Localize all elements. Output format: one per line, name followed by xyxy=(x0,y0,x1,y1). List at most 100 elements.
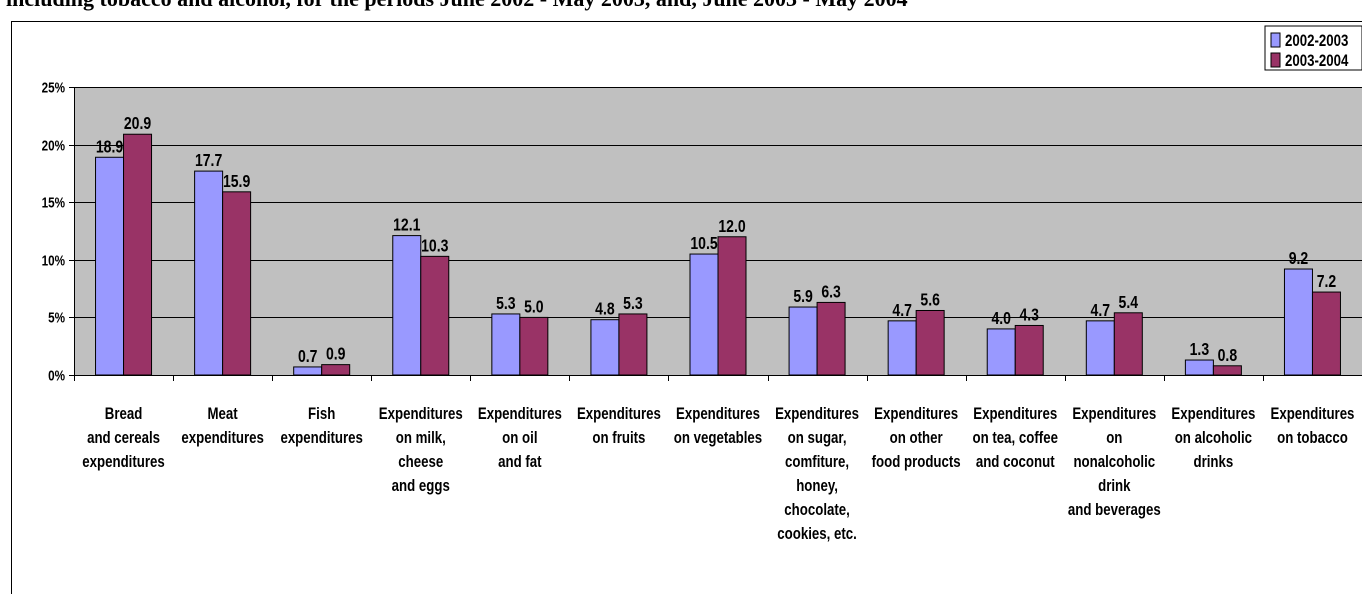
x-tick-label-line: on tea, coffee xyxy=(973,429,1058,448)
bar-series2 xyxy=(1212,365,1242,376)
data-label: 18.9 xyxy=(96,137,123,157)
bar-series1 xyxy=(491,313,521,376)
x-tick-label: Expenditures on sugar, comfiture, honey, cho… xyxy=(775,405,859,544)
x-tick-label-line: Bread xyxy=(105,405,143,424)
data-label: 10.3 xyxy=(421,236,448,256)
data-label: 4.8 xyxy=(595,299,615,319)
data-label: 4.3 xyxy=(1019,305,1039,325)
data-label: 10.5 xyxy=(690,233,717,253)
bar-series1 xyxy=(590,319,620,376)
data-label: 5.3 xyxy=(623,293,643,313)
bar-series1 xyxy=(194,170,224,376)
x-tick-label: Expenditures on nonalcoholic drink and bever… xyxy=(1068,405,1161,520)
x-tick-label-line: expenditures xyxy=(280,429,362,448)
x-tick-label-line: and beverages xyxy=(1068,501,1161,520)
x-tick-label-line: chocolate, xyxy=(784,501,850,520)
bar-series1 xyxy=(293,366,323,376)
x-tick-label-line: Expenditures xyxy=(775,405,859,424)
x-tick-label-line: on milk, xyxy=(396,429,446,448)
legend-swatch xyxy=(1270,52,1281,68)
x-tick-label-line: and coconut xyxy=(976,453,1055,472)
x-tick-label-line: expenditures xyxy=(82,453,164,472)
bar-series2 xyxy=(222,191,252,376)
x-tick-label-line: and cereals xyxy=(87,429,160,448)
x-tick-label-line: drinks xyxy=(1194,453,1234,472)
x-tick-label-line: honey, xyxy=(796,477,838,496)
data-label: 5.3 xyxy=(496,293,516,313)
x-tick-label: Meat expenditures xyxy=(181,405,263,448)
x-tick-label-line: Expenditures xyxy=(478,405,562,424)
x-tick-label-line: nonalcoholic xyxy=(1073,453,1155,472)
x-tick-label-line: cookies, etc. xyxy=(777,525,857,544)
x-tick-label-line: Expenditures xyxy=(1072,405,1156,424)
x-tick-label: Expenditures on milk, cheese and eggs xyxy=(379,405,463,496)
y-tick-label: 15% xyxy=(42,194,65,211)
x-tick-label: Expenditures on alcoholic drinks xyxy=(1171,405,1255,472)
bar-series1 xyxy=(392,235,422,376)
x-tick-label-line: on fruits xyxy=(592,429,645,448)
data-label: 20.9 xyxy=(124,114,151,134)
x-tick-label-line: on oil xyxy=(502,429,537,448)
bar-series2 xyxy=(1014,324,1044,376)
data-label: 5.0 xyxy=(524,297,544,317)
x-tick-label: Fish expenditures xyxy=(280,405,362,448)
bar-series2 xyxy=(1113,312,1143,376)
x-tick-label: Expenditures on tobacco xyxy=(1270,405,1354,448)
bar-series2 xyxy=(321,364,351,376)
y-tick-label: 10% xyxy=(42,252,65,269)
x-tick-label-line: Expenditures xyxy=(1270,405,1354,424)
value-labels: 18.9 17.7 0.7 12.1 5.3 4.8 10.5 5.9 4.7 4.0 4.7 1.3… xyxy=(96,114,1336,367)
x-tick-label: Bread and cereals expenditures xyxy=(82,405,164,472)
data-label: 12.0 xyxy=(718,216,745,236)
data-label: 4.0 xyxy=(991,308,1011,328)
x-tick-label-line: Expenditures xyxy=(577,405,661,424)
y-tick-label: 0% xyxy=(48,367,65,384)
x-tick-label-line: on other xyxy=(890,429,943,448)
x-tick-label: Expenditures on tea, coffee and coconut xyxy=(973,405,1058,472)
data-label: 5.9 xyxy=(793,286,813,306)
data-label: 4.7 xyxy=(1091,300,1111,320)
data-label: 0.9 xyxy=(326,344,346,364)
x-tick-label: Expenditures on fruits xyxy=(577,405,661,448)
data-label: 7.2 xyxy=(1317,271,1337,291)
bars xyxy=(95,133,1341,376)
bar-series1 xyxy=(887,320,917,376)
y-axis: 0% 5% 10% 15% 20% 25% xyxy=(42,79,75,384)
legend-swatch xyxy=(1270,32,1281,48)
x-tick-label-line: expenditures xyxy=(181,429,263,448)
x-tick-labels: Bread and cereals expenditures Meat expendit… xyxy=(82,405,1354,544)
data-label: 0.8 xyxy=(1218,345,1238,365)
bar-series1 xyxy=(95,156,125,376)
x-tick-label-line: Expenditures xyxy=(379,405,463,424)
y-tick-label: 5% xyxy=(48,309,65,326)
x-tick-label-line: cheese xyxy=(398,453,443,472)
bar-series2 xyxy=(816,301,846,376)
bar-series1 xyxy=(788,306,818,376)
bar-series2 xyxy=(420,255,450,376)
data-label: 9.2 xyxy=(1289,248,1309,268)
x-tick-label-line: drink xyxy=(1098,477,1131,496)
x-tick-label-line: Expenditures xyxy=(676,405,760,424)
bar-series2 xyxy=(915,309,945,376)
bar-series1 xyxy=(986,328,1016,376)
legend-label: 2002-2003 xyxy=(1285,32,1348,51)
bar-series2 xyxy=(123,133,153,376)
x-tick-label-line: Fish xyxy=(308,405,335,424)
bar-series2 xyxy=(1311,291,1341,376)
y-tick-label: 20% xyxy=(42,137,65,154)
x-tick-label-line: food products xyxy=(872,453,961,472)
bar-series1 xyxy=(689,253,719,376)
chart-title: including tobacco and alcohol, for the p… xyxy=(0,0,1362,12)
x-tick-label-line: comfiture, xyxy=(785,453,849,472)
bar-series1 xyxy=(1283,268,1313,376)
legend-label: 2003-2004 xyxy=(1285,52,1349,71)
x-tick-label-line: Expenditures xyxy=(973,405,1057,424)
legend-box xyxy=(1264,25,1362,71)
bar-series2 xyxy=(717,236,747,376)
x-tick-label-line: Expenditures xyxy=(874,405,958,424)
data-label: 5.4 xyxy=(1119,292,1139,312)
data-label: 5.6 xyxy=(920,290,940,310)
bar-series2 xyxy=(618,313,648,376)
x-tick-label-line: and eggs xyxy=(392,477,450,496)
